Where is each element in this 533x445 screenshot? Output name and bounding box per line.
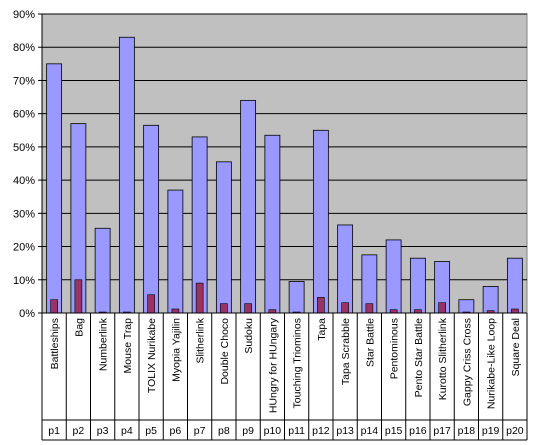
page-label: p13 [336,425,354,437]
page-label: p15 [385,425,403,437]
y-tick-label: 80% [13,42,35,54]
y-tick-label: 10% [13,275,35,287]
bar-series-1 [215,161,232,314]
y-tick-label: 20% [13,242,35,254]
page-label: p18 [458,425,476,437]
plot-area [41,13,528,314]
bar-series-1 [118,36,135,314]
category-label: Myopia Yajilin [170,318,182,382]
category-label: Nurikabe-Like Loop [486,318,498,409]
bar-series-1 [337,224,354,314]
bar-series-1 [46,63,63,314]
page-label: p16 [409,425,427,437]
category-label: Numberlink [98,317,110,371]
page-label: p17 [433,425,451,437]
bar-series-2 [341,302,349,314]
bar-series-2 [220,303,228,314]
bar-series-1 [385,239,402,314]
bar-series-2 [171,308,180,314]
category-label: Sudoku [243,318,255,354]
category-label: HUngry for HUngary [267,317,279,413]
y-tick-label: 50% [13,142,35,154]
bar-series-1 [458,299,475,314]
category-label: Star Battle [364,318,376,367]
bar-series-1 [409,257,426,314]
page-label: p8 [218,425,230,437]
bars [46,36,523,314]
bar-series-1 [482,286,499,314]
page-label: p19 [482,425,500,437]
page-label: p7 [194,425,206,437]
y-tick-label: 30% [13,208,35,220]
y-tick-label: 0% [19,308,35,320]
y-tick-label: 70% [13,75,35,87]
page-label: p2 [73,425,85,437]
y-tick-label: 90% [13,9,35,21]
axes [41,14,528,441]
page-label: p20 [506,425,524,437]
bar-series-1 [240,99,257,314]
category-label: Slitherlink [195,317,207,363]
page-labels: p1 p2 p3 p4 p5 p6 p7 p8 p9 p10 p11 p12 p13 p14 p15 p16 p… [48,425,524,437]
category-label: Tapa Scrabble [340,318,352,385]
bar-series-1 [506,257,523,314]
bar-series-2 [147,294,155,314]
page-label: p12 [312,425,330,437]
category-label: Bag [73,318,85,337]
category-label: Touching Triominos [292,318,304,408]
category-label: Pentominous [389,318,401,379]
y-tick-labels: 0% 10% 20% 30% 40% 50% 60% 70% 80% 90% [13,9,35,320]
page-label: p1 [48,425,60,437]
page-label: p14 [361,425,379,437]
category-label: Battleships [49,318,61,369]
bar-series-2 [511,308,519,314]
bar-series-2 [438,302,446,314]
bar-series-1 [167,189,184,314]
page-label: p11 [288,425,305,437]
category-label: Gappy Criss Cross [461,318,473,406]
bar-series-1 [264,134,281,314]
page-label: p10 [264,425,282,437]
page-label: p4 [121,425,133,437]
page-label: p6 [170,425,182,437]
page-label: p5 [145,425,157,437]
category-label: Kurotto Slitherlink [437,317,449,400]
bar-series-2 [50,299,58,314]
category-label: Pento Star Battle [413,318,425,398]
category-label: Mouse Trap [122,318,134,374]
bar-series-2 [195,282,204,314]
category-label: Tapa [316,318,328,341]
bar-series-2 [365,303,374,314]
bar-series-2 [74,279,83,314]
category-labels: Battleships Bag Numberlink Mouse Trap TOLIX … [49,317,522,413]
page-label: p3 [97,425,109,437]
bar-series-1 [288,281,305,314]
page-label: p9 [242,425,254,437]
bar-series-1 [312,129,329,314]
bar-series-1 [94,227,111,314]
category-label: TOLIX Nurikabe [146,318,158,393]
category-label: Double Choco [219,318,231,385]
y-tick-label: 40% [13,175,35,187]
category-label: Square Deal [510,318,522,376]
bar-series-2 [317,297,325,314]
y-tick-label: 60% [13,109,35,121]
bar-series-2 [244,303,252,314]
bar-series-1 [143,124,160,314]
